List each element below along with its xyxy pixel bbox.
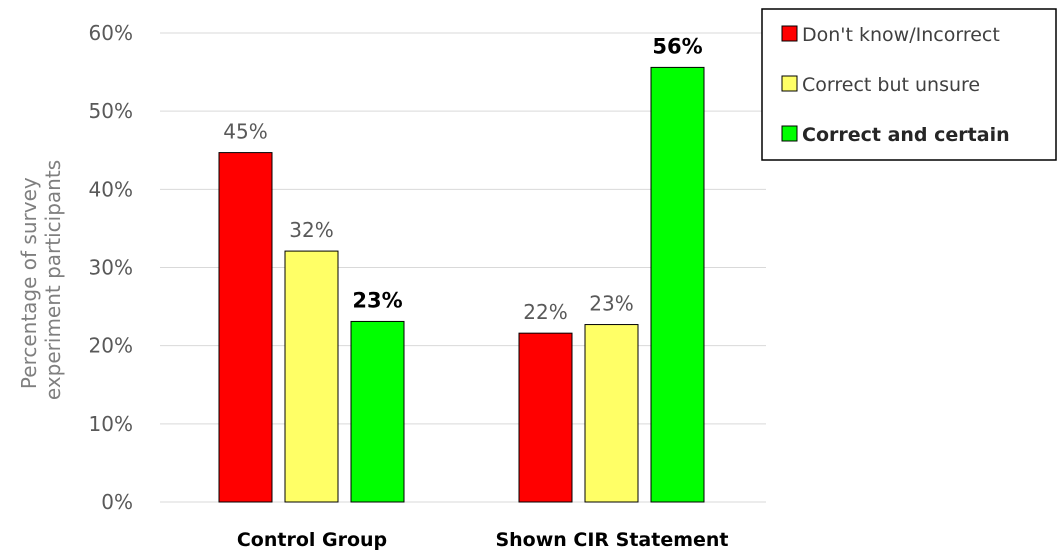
legend-swatch-3 [781,125,798,142]
bars [218,66,705,503]
legend-swatch-1 [781,25,798,42]
legend-frame [761,8,1057,161]
legend-label-3: Correct and certain [802,124,1010,146]
category-label-1: Control Group [237,529,387,551]
legend: Don't know/Incorrect Correct but unsure Co… [761,8,1057,161]
data-label-1-2: 32% [289,218,333,242]
bar-2-2 [584,324,639,503]
category-label-2: Shown CIR Statement [495,529,728,551]
data-labels: 45% 32% 23% 22% 23% 56% [223,34,702,324]
y-axis-title: Percentage of survey experiment particip… [17,160,65,400]
legend-label-2: Correct but unsure [802,74,980,96]
data-label-2-1: 22% [523,300,567,324]
y-axis-title-line-2: experiment participants [41,160,65,400]
x-axis-category-labels: Control Group Shown CIR Statement [237,529,729,551]
y-tick-label-20: 20% [89,334,133,358]
data-label-2-3: 56% [652,34,702,58]
bar-1-3 [350,320,405,503]
y-tick-label-40: 40% [89,177,133,201]
y-axis-title-line-1: Percentage of survey [17,177,41,389]
legend-label-1: Don't know/Incorrect [802,24,1000,46]
data-label-1-1: 45% [223,120,267,144]
y-tick-label-10: 10% [89,412,133,436]
data-label-2-2: 23% [589,292,633,316]
bar-2-3 [650,66,705,503]
y-axis-tick-labels: 0% 10% 20% 30% 40% 50% 60% [89,21,133,514]
y-tick-label-50: 50% [89,99,133,123]
legend-items: Don't know/Incorrect Correct but unsure Co… [781,24,1010,146]
bar-2-1 [518,332,573,503]
data-label-1-3: 23% [352,288,402,312]
legend-swatch-2 [781,75,798,92]
y-tick-label-30: 30% [89,256,133,280]
y-tick-label-0: 0% [101,490,133,514]
bar-1-1 [218,152,273,503]
y-tick-label-60: 60% [89,21,133,45]
bar-1-2 [284,250,339,503]
